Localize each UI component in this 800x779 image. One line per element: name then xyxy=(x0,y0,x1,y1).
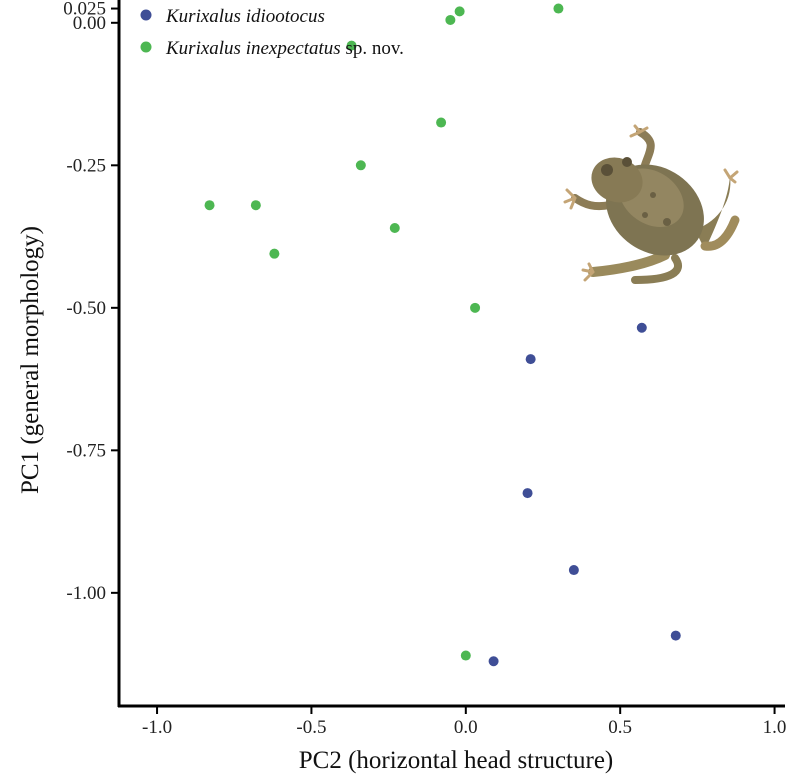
legend-suffix: sp. nov. xyxy=(341,38,404,59)
point-series-2 xyxy=(346,40,357,51)
point-series-2 xyxy=(460,650,471,661)
data-points xyxy=(204,3,681,667)
legend: Kurixalus idiootocus Kurixalus inexpectat… xyxy=(140,6,404,59)
legend-species-name: Kurixalus idiootocus xyxy=(165,6,325,27)
x-tick-label: 1.0 xyxy=(763,717,787,738)
x-tick-label: 0.5 xyxy=(608,717,632,738)
x-tick-label: -1.0 xyxy=(142,717,172,738)
point-series-1 xyxy=(525,354,536,365)
y-tick-label: -0.75 xyxy=(66,440,106,461)
point-series-1 xyxy=(568,565,579,576)
point-series-2 xyxy=(445,14,456,25)
y-tick-label: -0.50 xyxy=(66,298,106,319)
point-series-2 xyxy=(204,200,215,211)
legend-label: Kurixalus idiootocus xyxy=(165,6,325,27)
y-tick-label: -0.25 xyxy=(66,155,106,176)
point-series-2 xyxy=(553,3,564,14)
point-series-2 xyxy=(250,200,261,211)
x-axis-ticks: -1.0 -0.5 0.0 0.5 1.0 xyxy=(142,706,786,738)
y-tick-label: 0.025 xyxy=(63,0,106,20)
frog-illustration xyxy=(563,124,740,284)
x-axis-title: PC2 (horizontal head structure) xyxy=(299,747,614,774)
legend-marker xyxy=(140,41,152,53)
point-series-2 xyxy=(269,248,280,259)
y-tick-label: -1.00 xyxy=(66,583,106,604)
point-series-1 xyxy=(488,656,499,667)
legend-marker xyxy=(140,9,152,21)
point-series-2 xyxy=(389,223,400,234)
y-tick-label: 0.00 xyxy=(73,13,106,34)
legend-label: Kurixalus inexpectatus sp. nov. xyxy=(165,38,404,59)
point-series-2 xyxy=(355,160,366,171)
point-series-1 xyxy=(670,630,681,641)
point-series-1 xyxy=(636,322,647,333)
x-tick-label: -0.5 xyxy=(296,717,326,738)
y-axis-title: PC1 (general morphology) xyxy=(17,226,44,494)
point-series-2 xyxy=(470,302,481,313)
x-tick-label: 0.0 xyxy=(454,717,478,738)
point-series-2 xyxy=(454,6,465,17)
legend-species-name: Kurixalus inexpectatus xyxy=(165,38,341,59)
point-series-1 xyxy=(522,488,533,499)
point-series-2 xyxy=(436,117,447,128)
